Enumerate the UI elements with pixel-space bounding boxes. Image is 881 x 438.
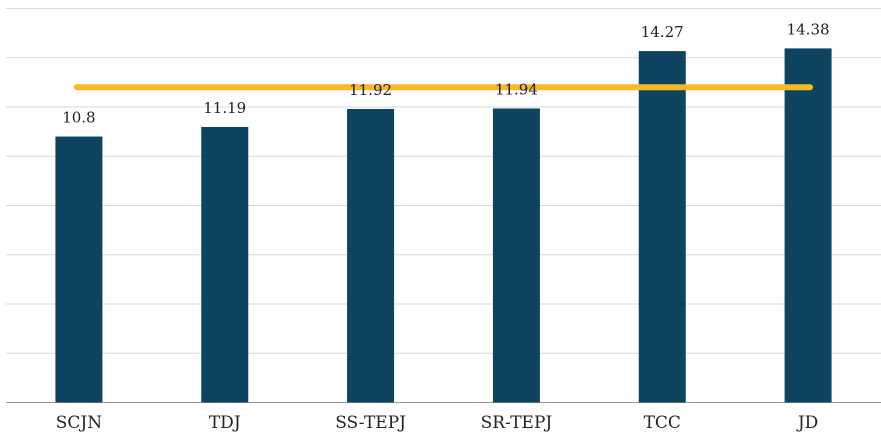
bar-ss-tepj [347,108,395,403]
x-tick-label: SCJN [56,413,102,433]
data-labels: 10.8 11.19 11.92 11.94 14.27 14.38 [62,20,829,126]
x-axis-ticks: SCJN TDJ SS-TEPJ SR-TEPJ TCC JD [56,413,819,433]
x-tick-label: TCC [644,413,681,433]
x-tick-label: SS-TEPJ [335,413,406,433]
bars [55,48,832,403]
data-label: 11.94 [495,80,538,98]
data-label: 14.38 [787,20,830,38]
bar-sr-tepj [492,108,540,403]
bar-scjn [55,136,103,403]
data-label: 10.8 [62,109,95,127]
data-label: 14.27 [641,23,684,41]
bar-tcc [638,51,686,403]
x-tick-label: TDJ [209,413,241,433]
x-tick-label: JD [796,413,818,433]
x-tick-label: SR-TEPJ [481,413,553,433]
data-label: 11.19 [203,99,246,117]
data-label: 11.92 [349,81,392,99]
bar-tdj [201,126,249,403]
gridlines [6,8,881,403]
bar-jd [784,48,832,403]
